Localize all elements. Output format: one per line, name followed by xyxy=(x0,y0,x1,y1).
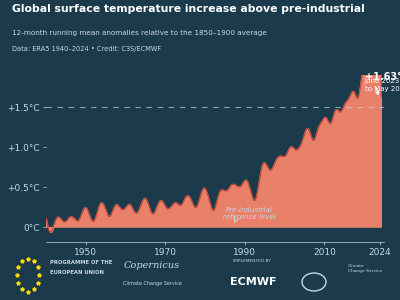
Text: Pre-industrial
reference level: Pre-industrial reference level xyxy=(222,207,275,220)
Text: Climate Change Service: Climate Change Service xyxy=(122,280,182,286)
Text: Climate
Change Service: Climate Change Service xyxy=(348,264,382,273)
Text: ECMWF: ECMWF xyxy=(230,277,276,287)
Text: EUROPEAN UNION: EUROPEAN UNION xyxy=(50,270,104,275)
Text: Global surface temperature increase above pre-industrial: Global surface temperature increase abov… xyxy=(12,4,365,14)
Text: 12-month running mean anomalies relative to the 1850–1900 average: 12-month running mean anomalies relative… xyxy=(12,30,267,36)
Text: IMPLEMENTED BY: IMPLEMENTED BY xyxy=(233,260,271,263)
Text: Copernicus: Copernicus xyxy=(124,261,180,270)
Text: +1.63°C: +1.63°C xyxy=(365,72,400,82)
Text: PROGRAMME OF THE: PROGRAMME OF THE xyxy=(50,260,112,265)
Text: Data: ERA5 1940–2024 • Credit: C3S/ECMWF: Data: ERA5 1940–2024 • Credit: C3S/ECMWF xyxy=(12,46,161,52)
Text: June 2023
to May 2024: June 2023 to May 2024 xyxy=(365,78,400,92)
